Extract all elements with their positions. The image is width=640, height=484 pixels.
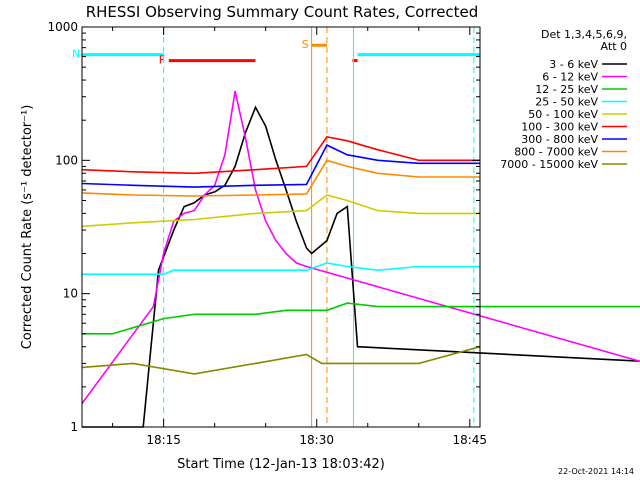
flag-bars: N F S bbox=[72, 38, 480, 67]
x-tick-label: 18:30 bbox=[299, 433, 334, 447]
legend-entry-label: 7000 - 15000 keV bbox=[500, 158, 598, 171]
legend-entry-label: 100 - 300 keV bbox=[521, 121, 598, 134]
flag-label: S bbox=[302, 38, 309, 51]
series-line bbox=[82, 302, 640, 335]
flag-label: F bbox=[159, 54, 165, 67]
series-line bbox=[81, 136, 480, 175]
legend-entry-label: 6 - 12 keV bbox=[542, 71, 598, 84]
series-lines bbox=[81, 91, 640, 428]
legend-entry-label: 50 - 100 keV bbox=[528, 108, 598, 121]
legend-entry-label: 3 - 6 keV bbox=[549, 58, 598, 71]
footer-date: 22-Oct-2021 14:14 bbox=[558, 467, 634, 476]
series-line bbox=[82, 105, 640, 428]
vertical-markers bbox=[163, 27, 475, 427]
y-tick-label: 1 bbox=[70, 420, 78, 434]
series-line bbox=[81, 345, 481, 375]
legend-header: Att 0 bbox=[601, 40, 627, 53]
plot-frame bbox=[81, 26, 481, 428]
series-line bbox=[81, 159, 480, 197]
y-tick-label: 100 bbox=[55, 153, 78, 167]
flag-label: N bbox=[72, 48, 80, 61]
chart-title: RHESSI Observing Summary Count Rates, Co… bbox=[86, 3, 479, 21]
series-line bbox=[81, 144, 480, 188]
legend-entry-label: 800 - 7000 keV bbox=[514, 146, 598, 159]
x-axis-ticks: 18:15 18:30 18:45 bbox=[112, 27, 487, 447]
legend-entry-label: 300 - 800 keV bbox=[521, 133, 598, 146]
x-tick-label: 18:45 bbox=[452, 433, 487, 447]
y-axis-ticks: 1 10 100 1000 bbox=[47, 20, 480, 434]
x-tick-label: 18:15 bbox=[146, 433, 181, 447]
series-line bbox=[81, 91, 640, 404]
legend-header: Det 1,3,4,5,6,9, bbox=[541, 28, 627, 41]
y-tick-label: 10 bbox=[63, 287, 78, 301]
series-line bbox=[81, 194, 480, 228]
y-axis-label: Corrected Count Rate (s⁻¹ detector⁻¹) bbox=[20, 105, 35, 350]
legend-entry-label: 25 - 50 keV bbox=[535, 96, 598, 109]
series-line bbox=[82, 262, 480, 276]
y-tick-label: 1000 bbox=[47, 20, 78, 34]
legend-entry-label: 12 - 25 keV bbox=[535, 83, 598, 96]
x-axis-label: Start Time (12-Jan-13 18:03:42) bbox=[177, 457, 385, 472]
